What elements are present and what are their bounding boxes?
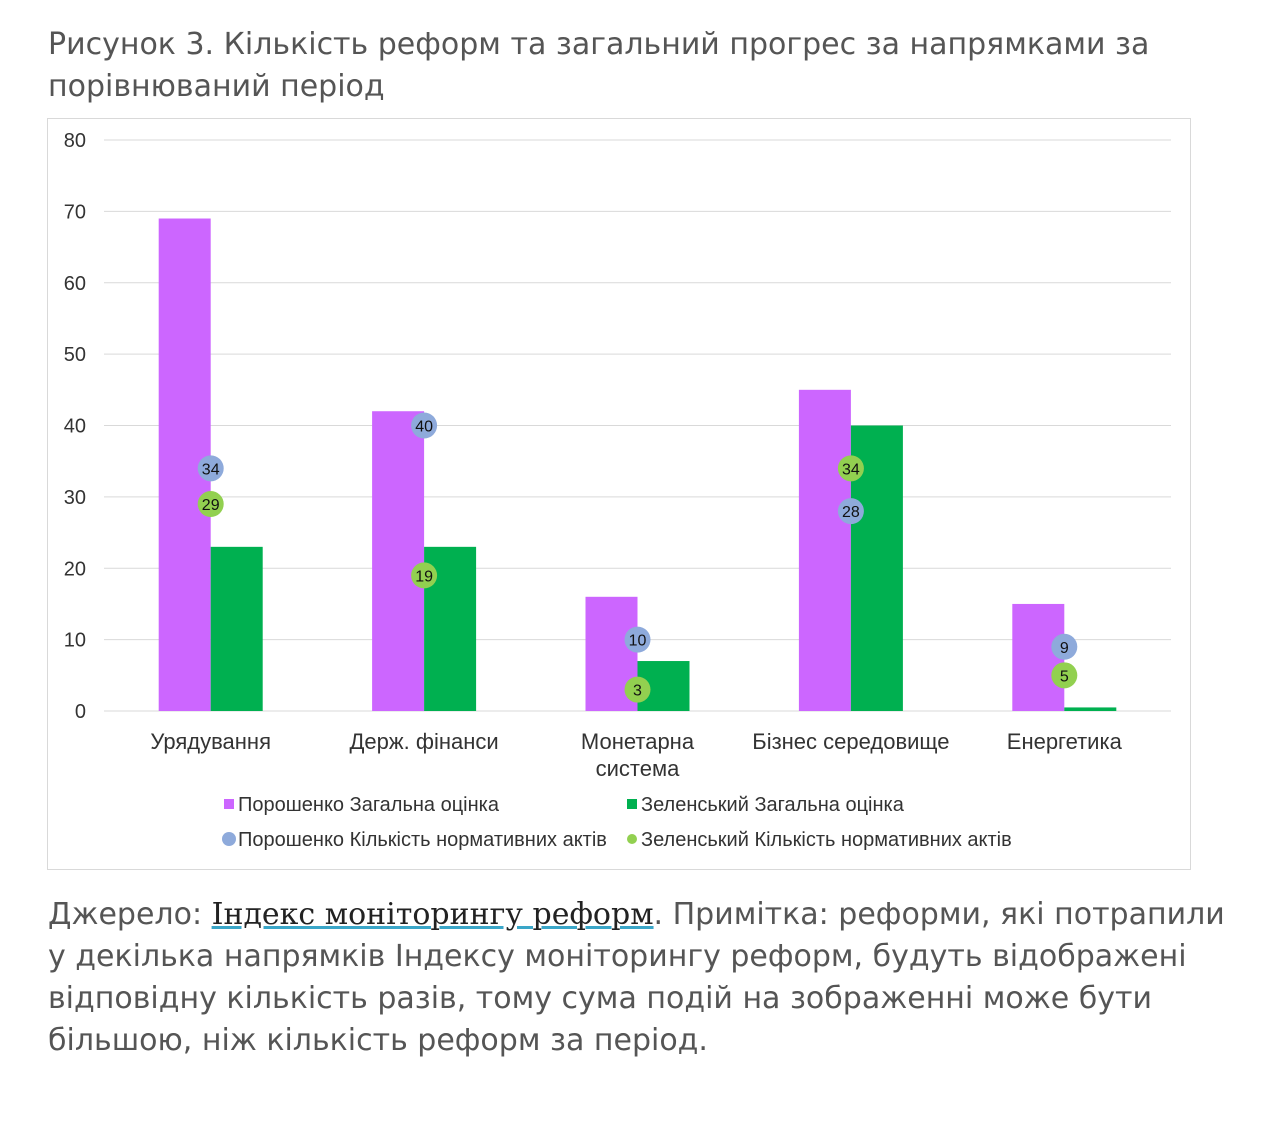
scatter-point [624, 626, 651, 653]
caption: Джерело: Індекс моніторингу реформ. Прим… [48, 894, 1238, 1062]
legend-label: Порошенко Кількість нормативних актів [238, 829, 607, 851]
y-tick-label: 30 [64, 487, 86, 509]
figure-title: Рисунок 3. Кількість реформ та загальний… [48, 27, 1150, 104]
legend-label: Зеленський Кількість нормативних актів [641, 829, 1012, 851]
legend-label: Зеленський Загальна оцінка [641, 794, 905, 816]
caption-prefix: Джерело: [48, 897, 212, 932]
data-label: 5 [1060, 668, 1069, 685]
data-label: 9 [1060, 640, 1069, 657]
data-label: 10 [629, 633, 647, 650]
legend-label: Порошенко Загальна оцінка [238, 794, 500, 816]
data-label: 3 [633, 683, 642, 700]
legend-swatch [627, 799, 637, 809]
data-label: 28 [842, 504, 860, 521]
chart-svg: 0 10 20 30 40 50 60 70 80 Урядування Держ. фінанси… [64, 130, 1171, 851]
caption-suffix: . Примітка: реформи, які потрапили у дек… [48, 897, 1225, 1058]
bar [1012, 603, 1065, 711]
scatter-point [197, 491, 224, 518]
y-tick-label: 0 [75, 701, 86, 723]
bar [798, 389, 851, 711]
y-tick-label: 60 [64, 273, 86, 295]
bar [1064, 707, 1117, 711]
data-label: 34 [842, 461, 860, 478]
scatter-point [837, 498, 864, 525]
scatter-point [1051, 662, 1078, 689]
legend-swatch [224, 799, 234, 809]
scatter-point [624, 676, 651, 703]
data-label: 29 [202, 497, 220, 514]
x-tick-label: Урядування [150, 729, 271, 754]
legend-swatch [627, 834, 637, 844]
scatter-point [411, 562, 438, 589]
source-link[interactable]: Індекс моніторингу реформ [211, 897, 654, 932]
x-tick-label: Монетарна [581, 729, 695, 754]
data-label: 34 [202, 461, 220, 478]
scatter-point [1051, 633, 1078, 660]
y-tick-label: 40 [64, 416, 86, 438]
scatter-point [837, 455, 864, 482]
legend-swatch [222, 832, 236, 846]
scatter-point [411, 412, 438, 439]
scatter-point [197, 455, 224, 482]
x-tick-label: Енергетика [1007, 729, 1123, 754]
x-tick-label: система [596, 756, 680, 781]
bar [372, 411, 425, 711]
y-tick-label: 80 [64, 130, 86, 152]
x-tick-label: Бізнес середовище [752, 729, 949, 754]
data-label: 40 [415, 419, 433, 436]
y-tick-label: 10 [64, 630, 86, 652]
bar [210, 546, 263, 711]
y-tick-label: 50 [64, 344, 86, 366]
x-tick-label: Держ. фінанси [350, 729, 499, 754]
y-tick-label: 70 [64, 201, 86, 223]
y-tick-label: 20 [64, 558, 86, 580]
data-label: 19 [415, 568, 433, 585]
chart: 0 10 20 30 40 50 60 70 80 Урядування Держ. фінанси… [47, 118, 1191, 870]
